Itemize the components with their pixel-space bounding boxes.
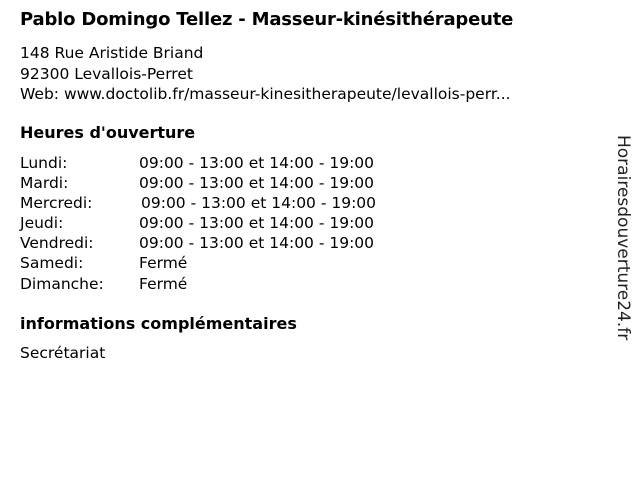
day-hours: Fermé — [139, 274, 188, 293]
hours-table: Lundi: 09:00 - 13:00 et 14:00 - 19:00 Mar… — [20, 153, 376, 294]
day-label: Mardi: — [20, 174, 69, 193]
address-block: 148 Rue Aristide Briand 92300 Levallois-… — [20, 43, 511, 105]
hours-heading: Heures d'ouverture — [20, 123, 196, 142]
hours-row: Mardi: 09:00 - 13:00 et 14:00 - 19:00 — [20, 173, 376, 193]
day-hours: 09:00 - 13:00 et 14:00 - 19:00 — [139, 174, 375, 193]
hours-row: Lundi: 09:00 - 13:00 et 14:00 - 19:00 — [20, 153, 376, 173]
day-hours: 09:00 - 13:00 et 14:00 - 19:00 — [139, 154, 375, 172]
hours-row: Samedi: Fermé — [20, 253, 376, 273]
day-label: Mercredi: — [20, 194, 93, 213]
day-label: Vendredi: — [20, 234, 94, 253]
day-hours: 09:00 - 13:00 et 14:00 - 19:00 — [139, 234, 375, 253]
day-hours: Fermé — [139, 254, 188, 273]
info-text: Secrétariat — [20, 344, 106, 362]
day-hours: 09:00 - 13:00 et 14:00 - 19:00 — [139, 214, 375, 233]
day-label: Lundi: — [20, 154, 68, 172]
address-web: Web: www.doctolib.fr/masseur-kinesithera… — [20, 85, 511, 103]
info-heading: informations complémentaires — [20, 314, 297, 333]
address-street: 148 Rue Aristide Briand — [20, 44, 204, 62]
hours-row: Mercredi: 09:00 - 13:00 et 14:00 - 19:00 — [20, 193, 376, 213]
day-label: Dimanche: — [20, 274, 104, 293]
site-watermark: Horairesdouverture24.fr — [613, 135, 633, 341]
day-hours: 09:00 - 13:00 et 14:00 - 19:00 — [141, 194, 377, 213]
hours-row: Jeudi: 09:00 - 13:00 et 14:00 - 19:00 — [20, 213, 376, 233]
hours-row: Vendredi: 09:00 - 13:00 et 14:00 - 19:00 — [20, 233, 376, 253]
hours-row: Dimanche: Fermé — [20, 274, 376, 294]
address-city: 92300 Levallois-Perret — [20, 64, 193, 83]
day-label: Jeudi: — [20, 214, 64, 233]
page-title: Pablo Domingo Tellez - Masseur-kinésithé… — [20, 9, 514, 30]
day-label: Samedi: — [20, 254, 84, 273]
